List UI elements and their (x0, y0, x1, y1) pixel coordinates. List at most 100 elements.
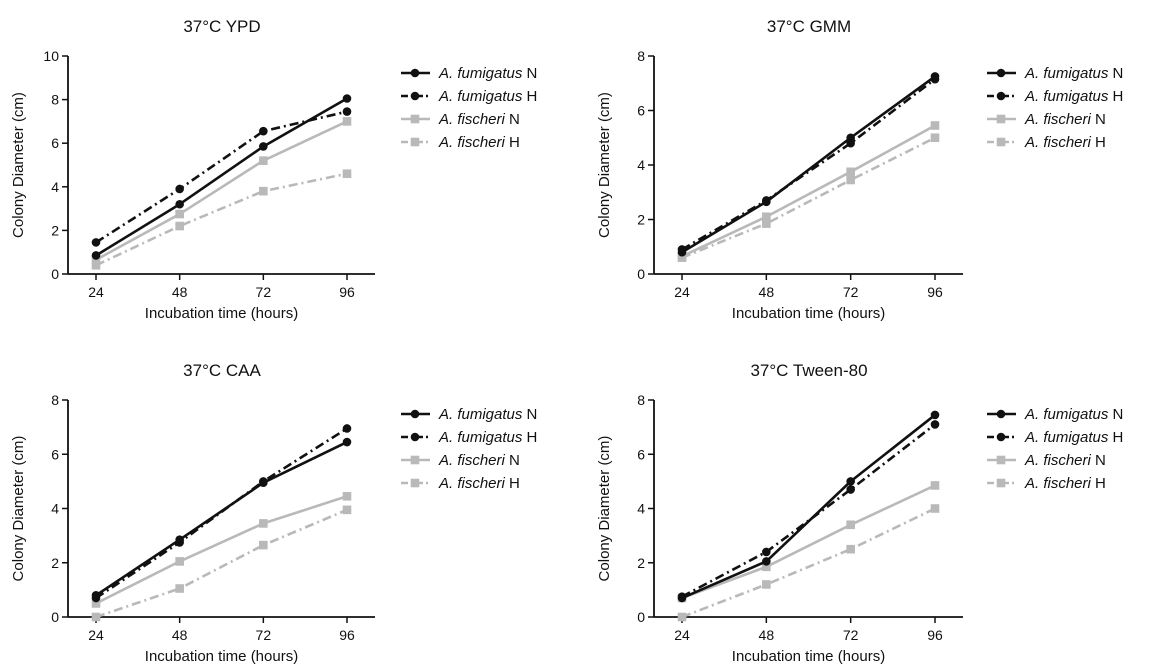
data-point (762, 547, 771, 557)
series-3 (677, 121, 940, 261)
data-point (846, 520, 855, 530)
legend-marker (996, 114, 1006, 124)
series-2 (91, 107, 352, 247)
legend-species: A. fumigatus (438, 88, 523, 105)
x-axis-title: Incubation time (hours) (732, 305, 885, 322)
data-point (259, 126, 268, 136)
legend-condition: N (522, 406, 537, 423)
legend-marker (410, 478, 420, 488)
series-line (681, 423, 936, 598)
legend-label: A. fumigatus H (438, 429, 537, 446)
x-tick-label: 48 (759, 284, 775, 300)
data-point (930, 133, 940, 143)
x-axis-title: Incubation time (hours) (732, 648, 885, 665)
data-point (259, 186, 268, 196)
data-point (846, 167, 855, 177)
y-tick-label: 0 (51, 266, 59, 282)
series-2 (91, 424, 352, 603)
data-point (175, 584, 184, 593)
y-axis-title: Colony Diameter (cm) (596, 92, 613, 238)
y-axis-title: Colony Diameter (cm) (596, 436, 613, 582)
legend-entry-2: A. fumigatus H (401, 429, 537, 446)
series-line (681, 484, 936, 600)
series-line (681, 75, 936, 254)
series-line (95, 508, 348, 619)
legend-marker (996, 68, 1006, 78)
data-point (342, 169, 352, 179)
data-point (175, 184, 184, 194)
y-tick-label: 2 (51, 222, 59, 238)
data-point (175, 221, 184, 231)
chart-title: 37°C CAA (183, 361, 261, 380)
legend-marker (410, 137, 420, 147)
legend-label: A. fumigatus H (438, 88, 537, 105)
series-2 (677, 74, 940, 254)
y-tick-label: 4 (637, 157, 645, 173)
x-tick-label: 48 (172, 627, 188, 643)
series-line (681, 124, 936, 258)
x-tick-label: 72 (256, 627, 272, 643)
data-point (846, 175, 855, 185)
legend-condition: H (505, 475, 520, 492)
legend-condition: H (1108, 88, 1123, 105)
data-point (677, 253, 687, 262)
data-point (91, 255, 101, 265)
x-tick-label: 72 (256, 284, 272, 300)
data-point (762, 219, 771, 228)
legend-species: A. fumigatus (1024, 406, 1109, 423)
x-tick-label: 48 (172, 284, 188, 300)
legend-condition: H (505, 134, 520, 151)
legend-species: A. fischeri (1024, 111, 1092, 128)
data-point (342, 424, 352, 433)
legend-condition: N (522, 65, 537, 82)
legend-label: A. fischeri H (438, 475, 520, 492)
data-point (846, 477, 855, 486)
series-1 (91, 94, 352, 260)
legend-species: A. fischeri (438, 111, 506, 128)
data-point (846, 544, 855, 554)
data-point (846, 138, 855, 148)
y-tick-label: 0 (637, 609, 645, 625)
legend-entry-2: A. fumigatus H (401, 88, 537, 105)
x-tick-label: 24 (88, 627, 104, 643)
x-tick-label: 96 (339, 284, 355, 300)
legend-species: A. fumigatus (1024, 429, 1109, 446)
data-point (762, 196, 771, 205)
legend-label: A. fumigatus N (1024, 406, 1123, 423)
legend-condition: N (1091, 111, 1106, 128)
legend-condition: H (1091, 475, 1106, 492)
legend-entry-3: A. fischeri N (987, 111, 1106, 128)
data-point (677, 612, 687, 622)
legend-species: A. fischeri (438, 475, 506, 492)
data-point (342, 491, 352, 501)
series-4 (91, 505, 352, 622)
x-tick-label: 96 (339, 627, 355, 643)
legend-label: A. fischeri H (1024, 475, 1106, 492)
data-point (677, 245, 687, 254)
y-tick-label: 0 (51, 609, 59, 625)
series-line (95, 495, 348, 605)
data-point (259, 519, 268, 528)
y-tick-label: 8 (51, 92, 59, 108)
chart-title: 37°C GMM (767, 17, 851, 36)
data-point (930, 420, 940, 429)
legend-condition: N (1091, 452, 1106, 469)
data-point (342, 117, 352, 126)
data-point (930, 504, 940, 513)
legend-entry-1: A. fumigatus N (987, 65, 1123, 82)
legend-entry-3: A. fischeri N (401, 111, 520, 128)
y-tick-label: 0 (637, 266, 645, 282)
series-2 (677, 420, 940, 601)
y-tick-label: 6 (51, 135, 59, 151)
legend-condition: H (1108, 429, 1123, 446)
series-4 (91, 169, 352, 270)
y-tick-label: 6 (51, 446, 59, 462)
y-tick-label: 8 (637, 48, 645, 64)
legend-label: A. fumigatus N (1024, 65, 1123, 82)
legend-label: A. fumigatus N (438, 65, 537, 82)
y-tick-label: 2 (637, 555, 645, 571)
data-point (762, 562, 771, 572)
legend-marker (410, 68, 420, 78)
